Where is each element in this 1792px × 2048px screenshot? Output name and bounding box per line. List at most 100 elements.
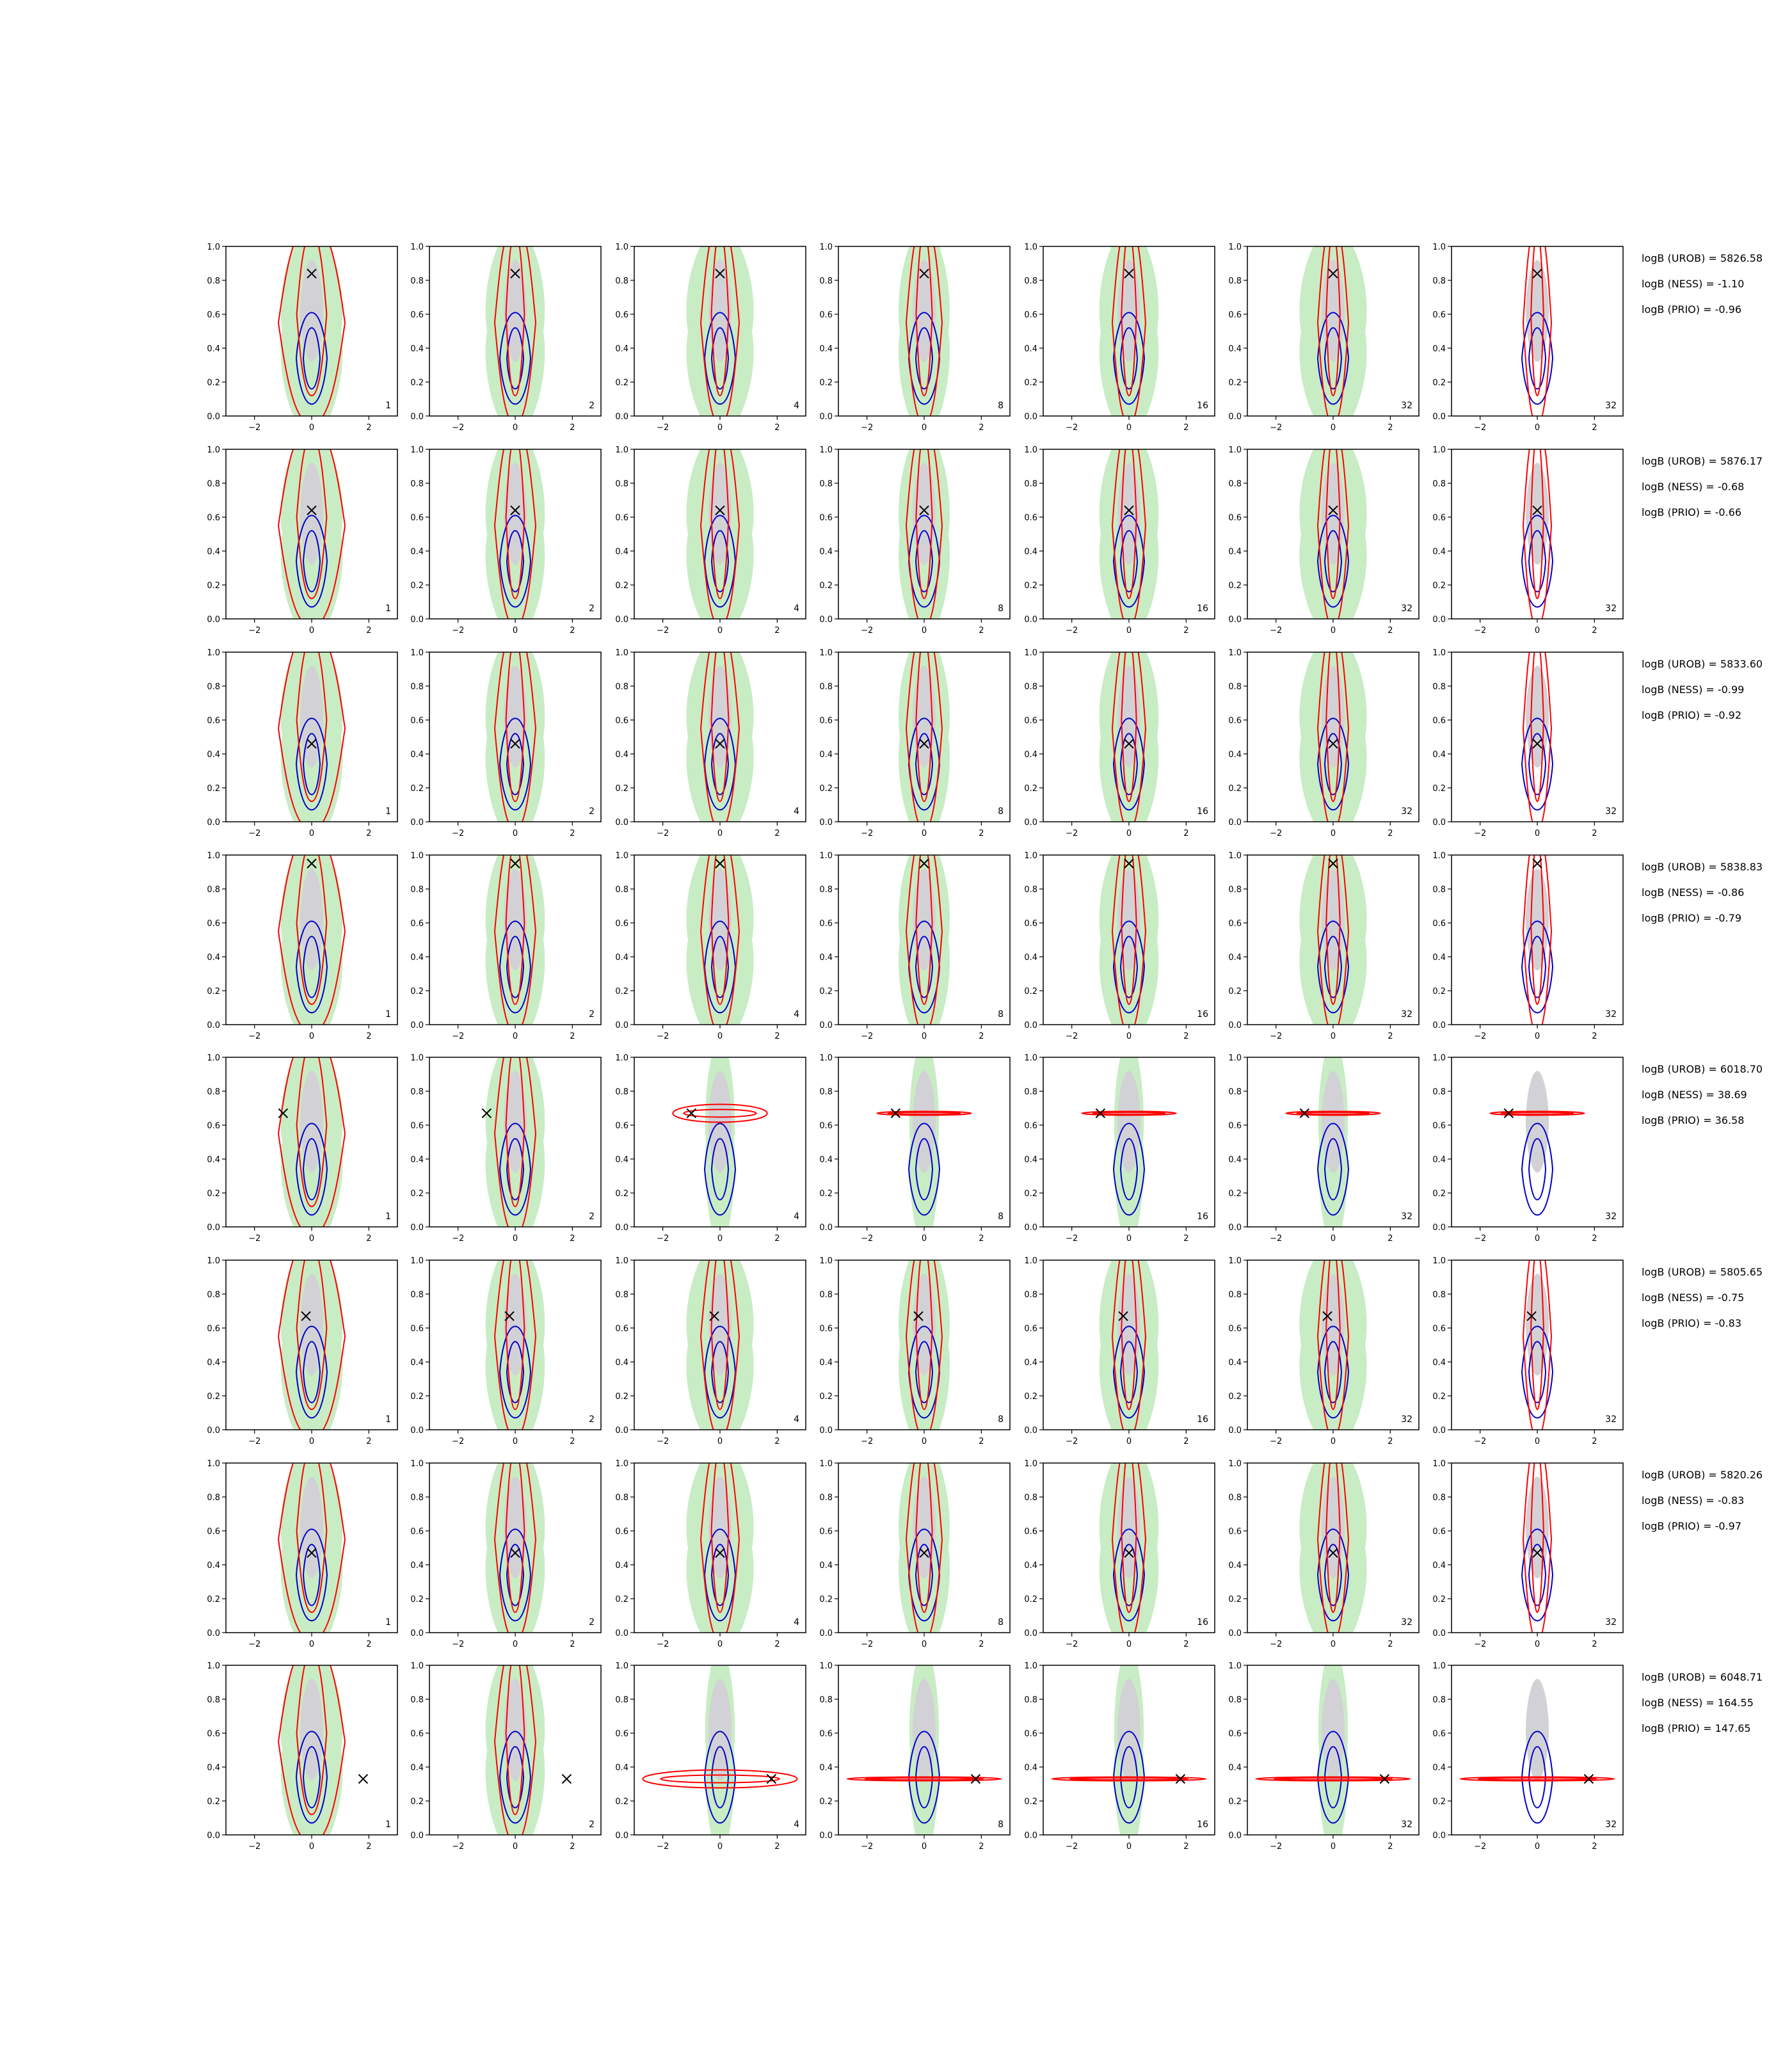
y-tick-label: 0.0: [615, 818, 628, 828]
y-tick-label: 0.0: [819, 1223, 833, 1233]
truth-marker: [510, 739, 520, 749]
y-tick-label: 0.2: [615, 1189, 628, 1199]
logb-text: logB (NESS) = 164.55: [1642, 1697, 1754, 1709]
posterior-contour-outer: [499, 1528, 532, 1622]
subplot-r1-c2: −2 0 2 0.0 0.2 0.4 0.6 0.8 1.0 2: [410, 243, 602, 433]
y-tick-label: 1.0: [410, 1661, 424, 1671]
y-tick-label: 0.2: [1432, 581, 1446, 591]
sample-count-label: 16: [1197, 806, 1208, 817]
posterior-contour-inner: [1324, 1544, 1343, 1606]
y-tick-label: 1.0: [410, 1459, 424, 1469]
posterior-contour-outer: [703, 717, 737, 811]
subplot-r8-c7: −2 0 2 0.0 0.2 0.4 0.6 0.8 1.0 32: [1432, 1661, 1624, 1852]
posterior-contour-inner: [915, 1746, 934, 1809]
y-tick-label: 0.0: [410, 1831, 424, 1841]
y-tick-label: 0.2: [410, 1392, 424, 1402]
sample-count-label: 1: [385, 806, 391, 817]
x-tick-label: 2: [1183, 1032, 1188, 1041]
subplot-r7-c7: −2 0 2 0.0 0.2 0.4 0.6 0.8 1.0 32: [1432, 1459, 1624, 1649]
y-tick-label: 1.0: [615, 243, 628, 252]
y-tick-label: 0.0: [615, 1021, 628, 1030]
x-tick-label: −2: [248, 1234, 260, 1244]
y-tick-label: 0.6: [1432, 1121, 1446, 1131]
y-tick-label: 1.0: [1228, 1459, 1242, 1469]
y-tick-label: 0.6: [1024, 310, 1037, 320]
y-tick-label: 0.8: [1432, 1290, 1446, 1300]
logb-text: logB (UROB) = 5838.83: [1642, 861, 1763, 873]
logb-text: logB (NESS) = -1.10: [1642, 278, 1744, 290]
posterior-contour-inner: [1324, 327, 1343, 390]
y-tick-label: 0.8: [207, 276, 220, 286]
x-tick-label: −2: [861, 626, 873, 636]
likelihood-contour-inner: [1121, 246, 1137, 397]
x-tick-label: 0: [1126, 423, 1132, 433]
likelihood-contour-inner: [864, 1777, 984, 1781]
logb-text: logB (NESS) = 38.69: [1642, 1089, 1747, 1101]
posterior-contour-outer: [499, 717, 532, 811]
y-tick-label: 0.4: [1024, 953, 1037, 963]
y-tick-label: 0.6: [615, 1527, 628, 1537]
likelihood-contour-inner: [1530, 449, 1544, 600]
y-tick-label: 1.0: [819, 1053, 833, 1063]
x-tick-label: −2: [1066, 1437, 1078, 1446]
x-tick-label: 0: [513, 1640, 518, 1649]
likelihood-contour-outer: [905, 449, 943, 619]
truth-marker: [1124, 858, 1134, 868]
likelihood-contour-inner: [1121, 855, 1137, 1005]
y-tick-label: 1.0: [410, 445, 424, 455]
y-tick-label: 0.2: [1228, 378, 1242, 388]
y-tick-label: 0.6: [819, 919, 833, 929]
posterior-contour-outer: [908, 717, 941, 811]
y-tick-label: 0.8: [1432, 682, 1446, 692]
truth-marker: [1532, 739, 1542, 749]
likelihood-contour-inner: [1325, 246, 1341, 397]
x-tick-label: 0: [922, 626, 927, 636]
y-tick-label: 1.0: [1024, 1459, 1037, 1469]
y-tick-label: 1.0: [1228, 1661, 1242, 1671]
posterior-contour-outer: [1316, 312, 1350, 405]
likelihood-contour-outer: [1081, 1110, 1177, 1116]
x-tick-label: 0: [309, 1437, 314, 1446]
y-tick-label: 1.0: [207, 445, 220, 455]
truth-marker: [307, 268, 317, 279]
y-tick-label: 0.6: [207, 919, 220, 929]
truth-marker: [1532, 268, 1542, 279]
truth-marker: [1299, 1108, 1310, 1119]
y-tick-label: 0.4: [1024, 1358, 1037, 1368]
subplot-r5-c1: −2 0 2 0.0 0.2 0.4 0.6 0.8 1.0 1: [207, 1053, 398, 1244]
logb-text: logB (UROB) = 5805.65: [1642, 1266, 1763, 1278]
logb-annotation-r6: logB (UROB) = 5805.65 logB (NESS) = -0.75…: [1642, 1266, 1763, 1329]
x-tick-label: −2: [1474, 1234, 1486, 1244]
x-tick-label: −2: [657, 1234, 669, 1244]
x-tick-label: −2: [1066, 1842, 1078, 1852]
y-tick-label: 0.4: [1228, 1358, 1242, 1368]
y-tick-label: 0.8: [615, 1087, 628, 1097]
y-tick-label: 0.8: [819, 276, 833, 286]
y-tick-label: 0.8: [410, 1695, 424, 1705]
y-tick-label: 0.6: [207, 1729, 220, 1739]
posterior-contour-outer: [703, 920, 737, 1014]
y-tick-label: 0.8: [1432, 1087, 1446, 1097]
y-tick-label: 0.8: [615, 479, 628, 489]
x-tick-label: 0: [1126, 626, 1132, 636]
likelihood-contour-inner: [505, 652, 525, 803]
y-tick-label: 0.8: [1432, 885, 1446, 895]
y-tick-label: 0.6: [410, 1121, 424, 1131]
truth-marker: [970, 1773, 981, 1784]
truth-marker: [307, 858, 317, 868]
y-tick-label: 0.4: [1228, 1561, 1242, 1571]
posterior-contour-inner: [302, 1341, 321, 1404]
subplot-r4-c1: −2 0 2 0.0 0.2 0.4 0.6 0.8 1.0 1: [207, 851, 398, 1041]
y-tick-label: 0.8: [615, 885, 628, 895]
y-tick-label: 0.6: [819, 1527, 833, 1537]
posterior-contour-outer: [1112, 1731, 1146, 1824]
posterior-contour-outer: [499, 1731, 532, 1824]
y-tick-label: 0.0: [1432, 1021, 1446, 1030]
x-tick-label: 2: [1592, 423, 1597, 433]
posterior-contour-outer: [908, 1325, 941, 1419]
logb-text: logB (PRIO) = -0.97: [1642, 1520, 1741, 1532]
x-tick-label: 2: [570, 1032, 575, 1041]
y-tick-label: 0.8: [1024, 276, 1037, 286]
likelihood-contour-inner: [1121, 652, 1137, 803]
likelihood-contour-outer: [493, 1260, 537, 1430]
